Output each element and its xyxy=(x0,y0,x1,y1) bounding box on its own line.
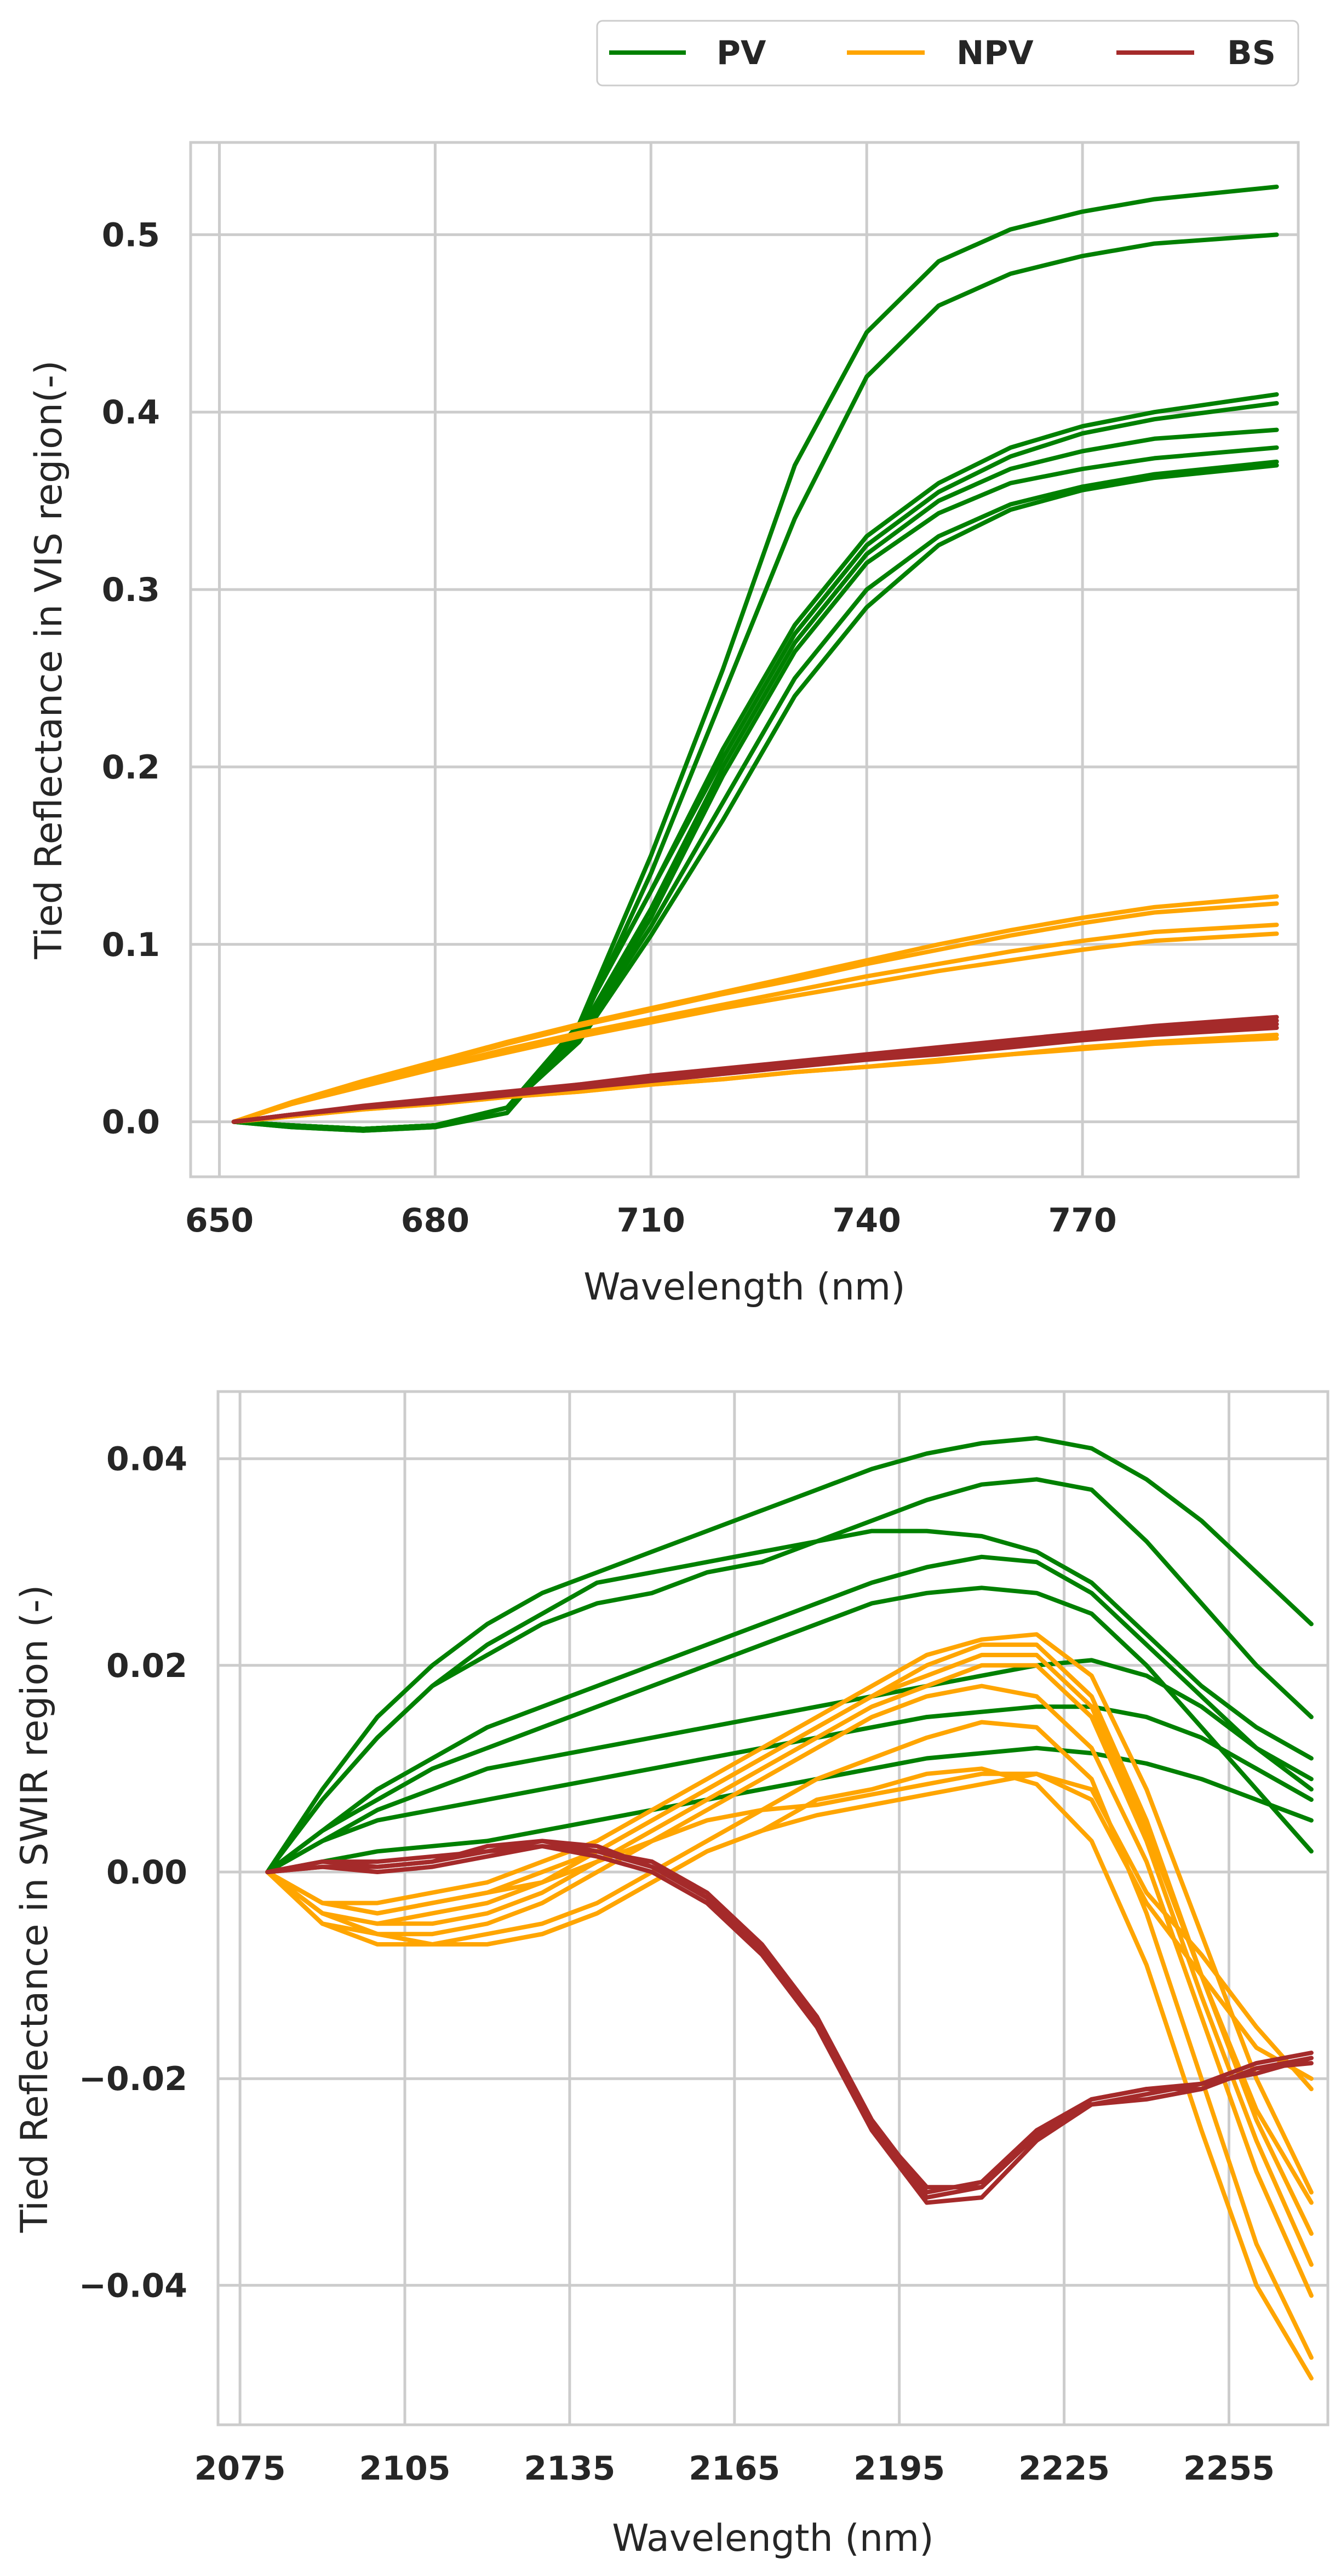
swir-x-tick-label: 2105 xyxy=(359,2449,451,2488)
vis-x-tick-label: 650 xyxy=(185,1201,254,1240)
vis-y-axis-label: Tied Reflectance in VIS region(-) xyxy=(27,360,71,960)
vis-x-tick-label: 770 xyxy=(1048,1201,1116,1240)
swir-series-line-npv xyxy=(265,1663,1314,2267)
legend: PV NPV BS xyxy=(596,20,1299,87)
swir-y-axis-label: Tied Reflectance in SWIR region (-) xyxy=(13,1585,56,2234)
vis-tick-labels: 650 680 710 740 770 0.0 0.1 0.2 0.3 0.4 0.5 xyxy=(102,216,1117,1240)
swir-y-tick-label: −0.04 xyxy=(79,2266,187,2305)
swir-tick-labels: 2075 2105 2135 2165 2195 2225 2255 −0.04 −0.02 0.… xyxy=(79,1440,1275,2488)
swir-x-tick-label: 2075 xyxy=(194,2449,286,2488)
swir-series-line-npv xyxy=(265,1771,1314,2092)
vis-x-tick-label: 740 xyxy=(833,1201,901,1240)
vis-series-line-npv xyxy=(231,931,1279,1124)
vis-y-tick-label: 0.0 xyxy=(102,1103,160,1142)
swir-series-line-pv xyxy=(265,1658,1314,1874)
vis-series-line-bs xyxy=(231,1015,1279,1124)
swir-series-line-npv xyxy=(265,1684,1314,2298)
swir-y-tick-label: 0.04 xyxy=(106,1440,187,1479)
vis-chart: 650 680 710 740 770 0.0 0.1 0.2 0.3 0.4 0.5 Wavele… xyxy=(27,141,1300,1309)
swir-series-line-pv xyxy=(265,1529,1314,1874)
vis-y-tick-label: 0.5 xyxy=(102,216,160,254)
vis-y-tick-label: 0.1 xyxy=(102,926,160,964)
legend-label-npv: NPV xyxy=(956,34,1034,72)
swir-chart: 2075 2105 2135 2165 2195 2225 2255 −0.04 −0.02 0.… xyxy=(13,1390,1329,2560)
swir-series-line-bs xyxy=(265,1839,1314,2190)
swir-series-line-pv xyxy=(265,1554,1314,1874)
vis-x-tick-label: 680 xyxy=(401,1201,469,1240)
swir-x-tick-label: 2255 xyxy=(1183,2449,1275,2488)
legend-frame xyxy=(596,20,1299,87)
swir-y-tick-label: −0.02 xyxy=(79,2060,187,2098)
vis-x-axis-label: Wavelength (nm) xyxy=(583,1266,905,1309)
vis-y-tick-label: 0.2 xyxy=(102,748,160,787)
swir-y-tick-label: 0.02 xyxy=(106,1647,187,1685)
swir-x-tick-label: 2195 xyxy=(853,2449,945,2488)
vis-plot-frame xyxy=(189,141,1300,1178)
swir-x-tick-label: 2135 xyxy=(524,2449,615,2488)
legend-label-pv: PV xyxy=(717,34,766,72)
vis-series-line-npv xyxy=(231,901,1279,1124)
swir-y-tick-label: 0.00 xyxy=(106,1853,187,1892)
swir-x-tick-label: 2165 xyxy=(689,2449,780,2488)
swir-series-line-bs xyxy=(265,1844,1314,2205)
vis-series-line-pv xyxy=(231,463,1279,1131)
legend-entry-pv: PV xyxy=(609,34,766,72)
vis-y-tick-label: 0.4 xyxy=(102,393,160,432)
vis-series-lines xyxy=(231,185,1279,1133)
swir-series-line-pv xyxy=(265,1585,1314,1874)
legend-entry-bs: BS xyxy=(1116,34,1276,72)
swir-series-line-npv xyxy=(265,1771,1314,2081)
swir-series-line-pv xyxy=(265,1745,1314,1874)
swir-series-line-npv xyxy=(265,1632,1314,2195)
vis-y-tick-label: 0.3 xyxy=(102,571,160,609)
vis-gridlines xyxy=(191,142,1298,1177)
swir-series-line-npv xyxy=(265,1652,1314,2236)
swir-plot-frame xyxy=(216,1390,1329,2426)
vis-x-tick-label: 710 xyxy=(617,1201,685,1240)
legend-label-bs: BS xyxy=(1227,34,1276,72)
swir-x-axis-label: Wavelength (nm) xyxy=(612,2517,933,2560)
swir-series-lines xyxy=(265,1435,1314,2381)
swir-x-tick-label: 2225 xyxy=(1018,2449,1110,2488)
legend-entry-npv: NPV xyxy=(847,34,1034,72)
swir-series-line-pv xyxy=(265,1435,1314,1874)
